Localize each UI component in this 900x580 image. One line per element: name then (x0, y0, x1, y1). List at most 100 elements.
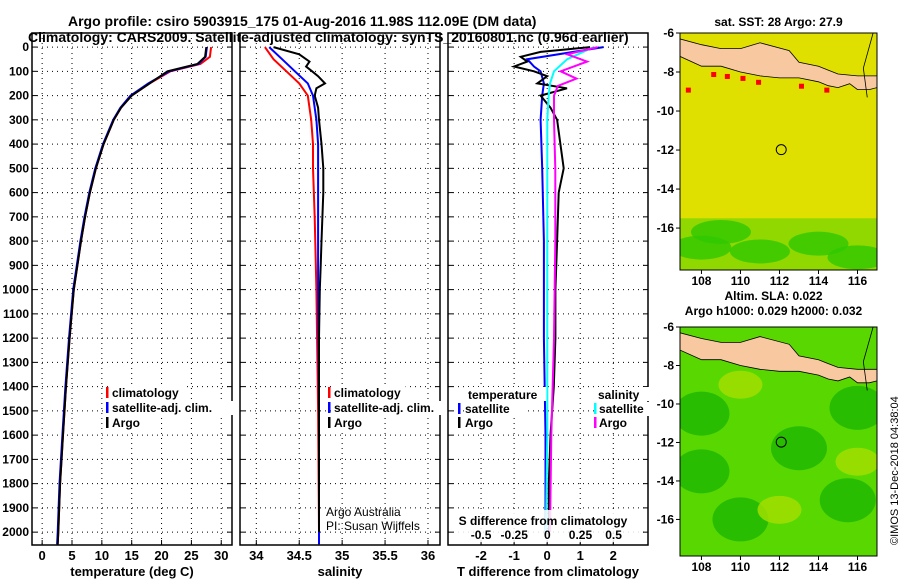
series-line-climatology (56, 46, 213, 545)
lat-tick-label: -12 (657, 143, 675, 157)
sst-patch (690, 219, 751, 244)
lat-tick-label: -10 (657, 397, 675, 411)
lat-tick-label: -16 (657, 512, 675, 526)
map-subtitle: Argo h1000: 0.029 h2000: 0.032 (685, 304, 863, 318)
legend-swatch (106, 402, 109, 413)
cloud-pixel (756, 79, 762, 85)
x-tick-label: -2 (475, 548, 487, 563)
cloud-pixel (711, 72, 717, 78)
y-tick-label: 1200 (2, 331, 29, 345)
legend-bg (111, 416, 138, 430)
series-line-climatology (264, 46, 320, 545)
sla-low (770, 426, 827, 471)
x-tick-label: 10 (95, 548, 109, 563)
sla-low (829, 385, 877, 430)
y-tick-label: 0 (22, 40, 29, 54)
cloud-pixel (740, 75, 746, 81)
legend-swatch (328, 402, 331, 413)
legend-label: Argo (112, 416, 140, 430)
x-tick-label: 0 (39, 548, 46, 563)
legend-swatch (328, 387, 331, 398)
y-tick-label: 200 (9, 89, 29, 103)
panel-temperature: 0 5 10 15 20 25 30 temperature (deg C) climatolo… (2, 32, 243, 579)
legend-swatch (106, 387, 109, 398)
x-tick-label: 0 (544, 548, 551, 563)
y-tick-label: 500 (9, 161, 29, 175)
x-tick-label: 34.5 (287, 548, 312, 563)
sst-patch (788, 231, 849, 256)
lat-tick-label: -10 (657, 104, 675, 118)
legend-title: temperature (468, 388, 538, 402)
lat-tick-label: -8 (663, 65, 674, 79)
y-tick-label: 2000 (2, 525, 29, 539)
legend-label: satellite-adj. clim. (112, 401, 212, 415)
x-tick-label: 35 (335, 548, 349, 563)
legend-swatch (594, 417, 597, 428)
y-tick-label: 800 (9, 234, 29, 248)
s-tick-label: 0.5 (605, 528, 622, 542)
y-tick-label: 1700 (2, 452, 29, 466)
x-tick-label: -1 (508, 548, 520, 563)
y-tick-label: 700 (9, 210, 29, 224)
x-tick-label: 25 (184, 548, 198, 563)
s-tick-label: 0 (544, 528, 551, 542)
map-frame (679, 326, 878, 557)
x-tick-label: 30 (214, 548, 228, 563)
sst-map: 108 110 112 114 116 -6 -8 -10 -12 -14 -16 sat. SST:… (657, 15, 878, 288)
x-tick-label: 2 (610, 548, 617, 563)
series-line-t-satellite (525, 46, 604, 533)
s-tick-label: 0.25 (569, 528, 593, 542)
sla-low (819, 478, 876, 523)
map-area (680, 33, 877, 270)
y-tick-label: 1300 (2, 355, 29, 369)
legend-label: Argo (599, 416, 627, 430)
sla-high (835, 447, 877, 476)
legend-label: climatology (334, 386, 401, 400)
series-line-argo (273, 46, 327, 533)
sst-patch (729, 239, 790, 264)
s-tick-label: -0.5 (471, 528, 492, 542)
x-tick-label: 36 (421, 548, 435, 563)
s-axis-label: S difference from climatology (459, 514, 628, 528)
land-java-bali-lombok (680, 38, 877, 90)
lon-tick-label: 110 (731, 560, 751, 574)
legend-swatch (106, 417, 109, 428)
pi-text: PI: Susan Wijffels (326, 519, 420, 533)
legend-label: climatology (112, 386, 179, 400)
eez-boundary (862, 33, 874, 98)
x-axis-label: temperature (deg C) (70, 564, 194, 579)
cloud-pixel (724, 73, 730, 79)
legend-label: Argo (334, 416, 362, 430)
lon-tick-label: 114 (809, 560, 829, 574)
legend-swatch (458, 417, 461, 428)
eez-boundary (862, 327, 874, 391)
lon-tick-label: 114 (809, 274, 829, 288)
legend-bg (464, 402, 527, 416)
legend-bg (333, 386, 406, 400)
lat-tick-label: -12 (657, 435, 675, 449)
s-tick-label: -0.25 (501, 528, 529, 542)
legend-label: satellite (465, 402, 510, 416)
lat-tick-label: -6 (663, 26, 674, 40)
x-tick-label: 34 (249, 548, 264, 563)
legend-bg (111, 386, 184, 400)
legend-bg (333, 401, 465, 415)
y-tick-label: 600 (9, 186, 29, 200)
s-axis-bg (456, 510, 642, 542)
plot-frame (31, 32, 233, 546)
cloud-pixel (798, 83, 804, 89)
series-line-s-argo (549, 46, 598, 533)
panel-differences: -2 -1 0 1 2T difference from climatology temp… (447, 32, 661, 579)
x-tick-label: 1 (577, 548, 584, 563)
legend-bg (111, 401, 243, 415)
x-tick-label: 20 (154, 548, 168, 563)
cloud-pixel (685, 87, 691, 93)
legend-bg (596, 387, 655, 401)
legend-bg (464, 416, 492, 430)
title-line-1: Argo profile: csiro 5903915_175 01-Aug-2… (68, 13, 537, 29)
sst-patch (827, 245, 877, 270)
legend-bg (466, 387, 547, 401)
legend-swatch (458, 403, 461, 414)
